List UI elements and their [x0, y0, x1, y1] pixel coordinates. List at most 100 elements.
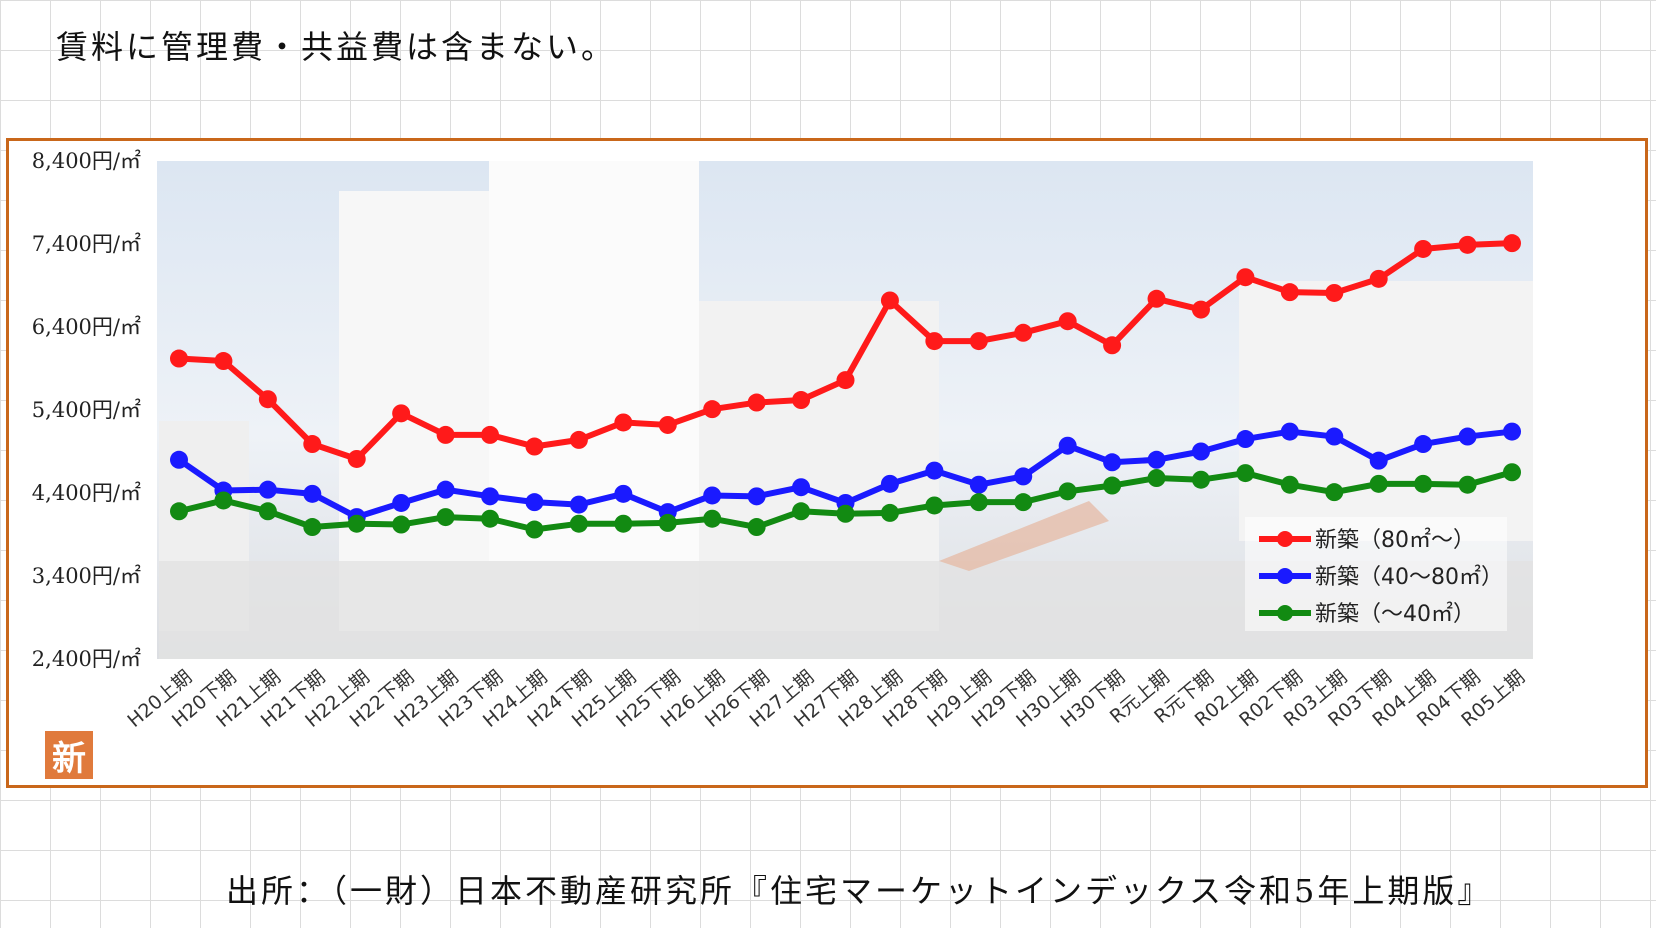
data-point — [1236, 430, 1255, 449]
data-point — [703, 486, 722, 505]
data-point — [1325, 283, 1344, 302]
data-point — [525, 520, 544, 539]
data-point — [880, 291, 899, 310]
data-point — [703, 509, 722, 528]
data-point — [1147, 450, 1166, 469]
data-point — [1058, 436, 1077, 455]
data-point — [347, 449, 366, 468]
data-point — [747, 487, 766, 506]
data-point — [1058, 482, 1077, 501]
data-point — [481, 509, 500, 528]
data-point — [614, 413, 633, 432]
data-point — [747, 518, 766, 537]
data-point — [525, 493, 544, 512]
data-point — [1458, 235, 1477, 254]
data-point — [969, 332, 988, 351]
y-tick-label: 2,400円/㎡ — [32, 647, 141, 671]
data-point — [658, 513, 677, 532]
data-point — [1414, 435, 1433, 454]
data-point — [925, 496, 944, 515]
legend-marker — [1277, 531, 1293, 547]
data-point — [1014, 493, 1033, 512]
data-point — [1191, 300, 1210, 319]
data-point — [880, 503, 899, 522]
data-point — [347, 514, 366, 533]
data-point — [436, 508, 455, 527]
data-point — [969, 475, 988, 494]
data-point — [1103, 476, 1122, 495]
data-point — [925, 332, 944, 351]
data-point — [658, 415, 677, 434]
data-point — [1503, 234, 1521, 253]
data-point — [214, 491, 233, 510]
y-tick-label: 5,400円/㎡ — [32, 398, 141, 422]
data-point — [1414, 239, 1433, 258]
data-point — [436, 425, 455, 444]
data-point — [836, 504, 855, 523]
legend: 新築（80㎡～） 新築（40～80㎡） 新築（～40㎡） — [1245, 517, 1507, 631]
data-point — [1058, 312, 1077, 331]
data-point — [925, 461, 944, 480]
series-2 — [170, 422, 1521, 527]
data-point — [1103, 336, 1122, 355]
data-point — [1414, 474, 1433, 493]
series-1 — [170, 234, 1521, 468]
legend-label: 新築（40～80㎡） — [1315, 564, 1503, 590]
data-point — [1191, 442, 1210, 461]
data-point — [1147, 289, 1166, 308]
data-point — [792, 502, 811, 521]
y-tick-label: 3,400円/㎡ — [32, 564, 141, 588]
data-point — [1369, 451, 1388, 470]
y-tick-label: 6,400円/㎡ — [32, 315, 141, 339]
data-point — [880, 474, 899, 493]
data-point — [303, 435, 322, 454]
data-point — [392, 515, 411, 534]
data-point — [1014, 323, 1033, 342]
data-point — [1014, 467, 1033, 486]
data-point — [170, 349, 188, 368]
data-point — [481, 487, 500, 506]
data-point — [614, 514, 633, 533]
data-point — [969, 493, 988, 512]
data-point — [1458, 427, 1477, 446]
data-point — [170, 450, 188, 469]
data-point — [170, 502, 188, 521]
data-point — [1191, 470, 1210, 489]
data-point — [258, 390, 277, 409]
data-point — [1325, 483, 1344, 502]
note-text: 賃料に管理費・共益費は含まない。 — [56, 28, 617, 66]
data-point — [703, 400, 722, 419]
data-point — [392, 404, 411, 423]
data-point — [1103, 453, 1122, 472]
data-point — [747, 393, 766, 412]
y-tick-label: 4,400円/㎡ — [32, 481, 141, 505]
chart-frame: 8,400円/㎡ 7,400円/㎡ 6,400円/㎡ 5,400円/㎡ 4,400円/㎡… — [6, 138, 1648, 788]
data-point — [525, 437, 544, 456]
data-point — [1458, 475, 1477, 494]
data-point — [792, 478, 811, 497]
data-point — [1236, 268, 1255, 287]
y-tick-label: 7,400円/㎡ — [32, 232, 141, 256]
data-point — [569, 430, 588, 449]
data-point — [1503, 463, 1521, 482]
data-point — [1325, 427, 1344, 446]
data-point — [1503, 422, 1521, 441]
y-tick-label: 8,400円/㎡ — [32, 149, 141, 173]
data-point — [1369, 269, 1388, 288]
data-point — [303, 518, 322, 537]
legend-label: 新築（80㎡～） — [1315, 527, 1475, 553]
data-point — [614, 484, 633, 503]
series-3 — [170, 463, 1521, 539]
source-text: 出所：（一財）日本不動産研究所『住宅マーケットインデックス令和5年上期版』 — [226, 872, 1493, 910]
legend-marker — [1277, 605, 1293, 621]
data-point — [1369, 474, 1388, 493]
data-point — [1280, 283, 1299, 302]
data-point — [258, 502, 277, 521]
data-point — [1236, 464, 1255, 483]
data-point — [836, 371, 855, 390]
data-point — [436, 480, 455, 499]
data-point — [792, 391, 811, 410]
data-point — [1280, 422, 1299, 441]
background-photo — [157, 161, 1533, 659]
data-point — [569, 514, 588, 533]
